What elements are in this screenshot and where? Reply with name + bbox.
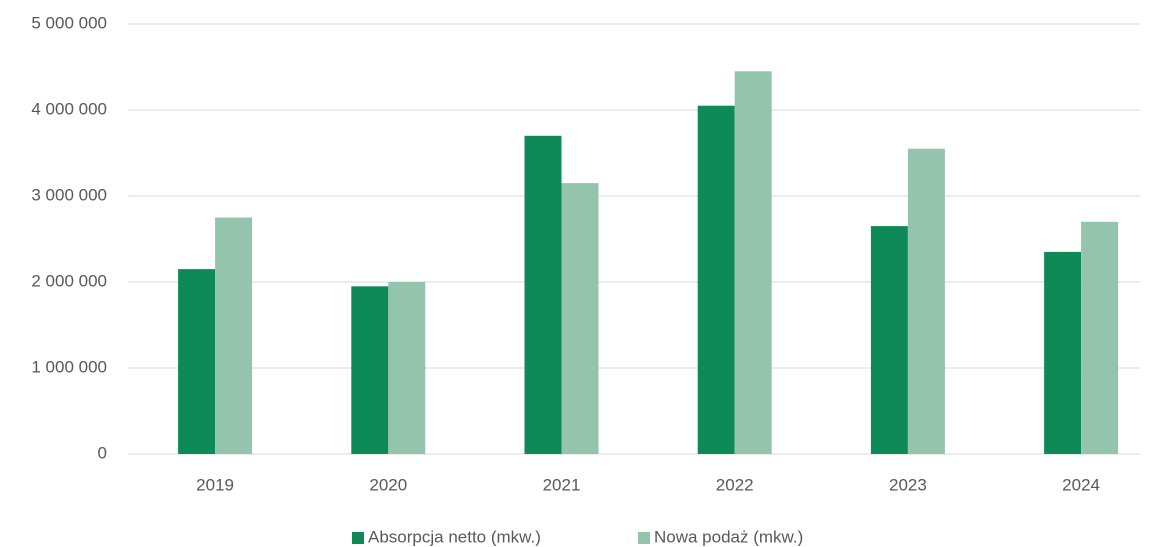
legend-label: Nowa podaż (mkw.) [654, 527, 803, 546]
legend-swatch [638, 532, 650, 544]
bar [907, 148, 945, 454]
y-tick-label: 5 000 000 [31, 13, 107, 32]
y-tick-label: 0 [98, 443, 107, 462]
bar [870, 226, 908, 454]
x-tick-label: 2022 [716, 475, 754, 494]
bar [178, 269, 216, 454]
x-tick-label: 2024 [1062, 475, 1100, 494]
x-tick-label: 2023 [889, 475, 927, 494]
bar [697, 105, 735, 454]
bar [524, 135, 562, 455]
y-tick-label: 3 000 000 [31, 185, 107, 204]
x-tick-label: 2021 [543, 475, 581, 494]
legend-label: Absorpcja netto (mkw.) [368, 527, 541, 546]
bar [1044, 251, 1082, 454]
y-tick-label: 1 000 000 [31, 357, 107, 376]
bar [215, 217, 253, 454]
x-tick-label: 2020 [369, 475, 407, 494]
bar [388, 282, 426, 454]
y-tick-label: 4 000 000 [31, 99, 107, 118]
bar [561, 183, 599, 454]
bar [351, 286, 389, 454]
bar [734, 71, 772, 455]
legend-swatch [352, 532, 364, 544]
bar [1081, 221, 1119, 454]
y-tick-label: 2 000 000 [31, 271, 107, 290]
x-tick-label: 2019 [196, 475, 234, 494]
